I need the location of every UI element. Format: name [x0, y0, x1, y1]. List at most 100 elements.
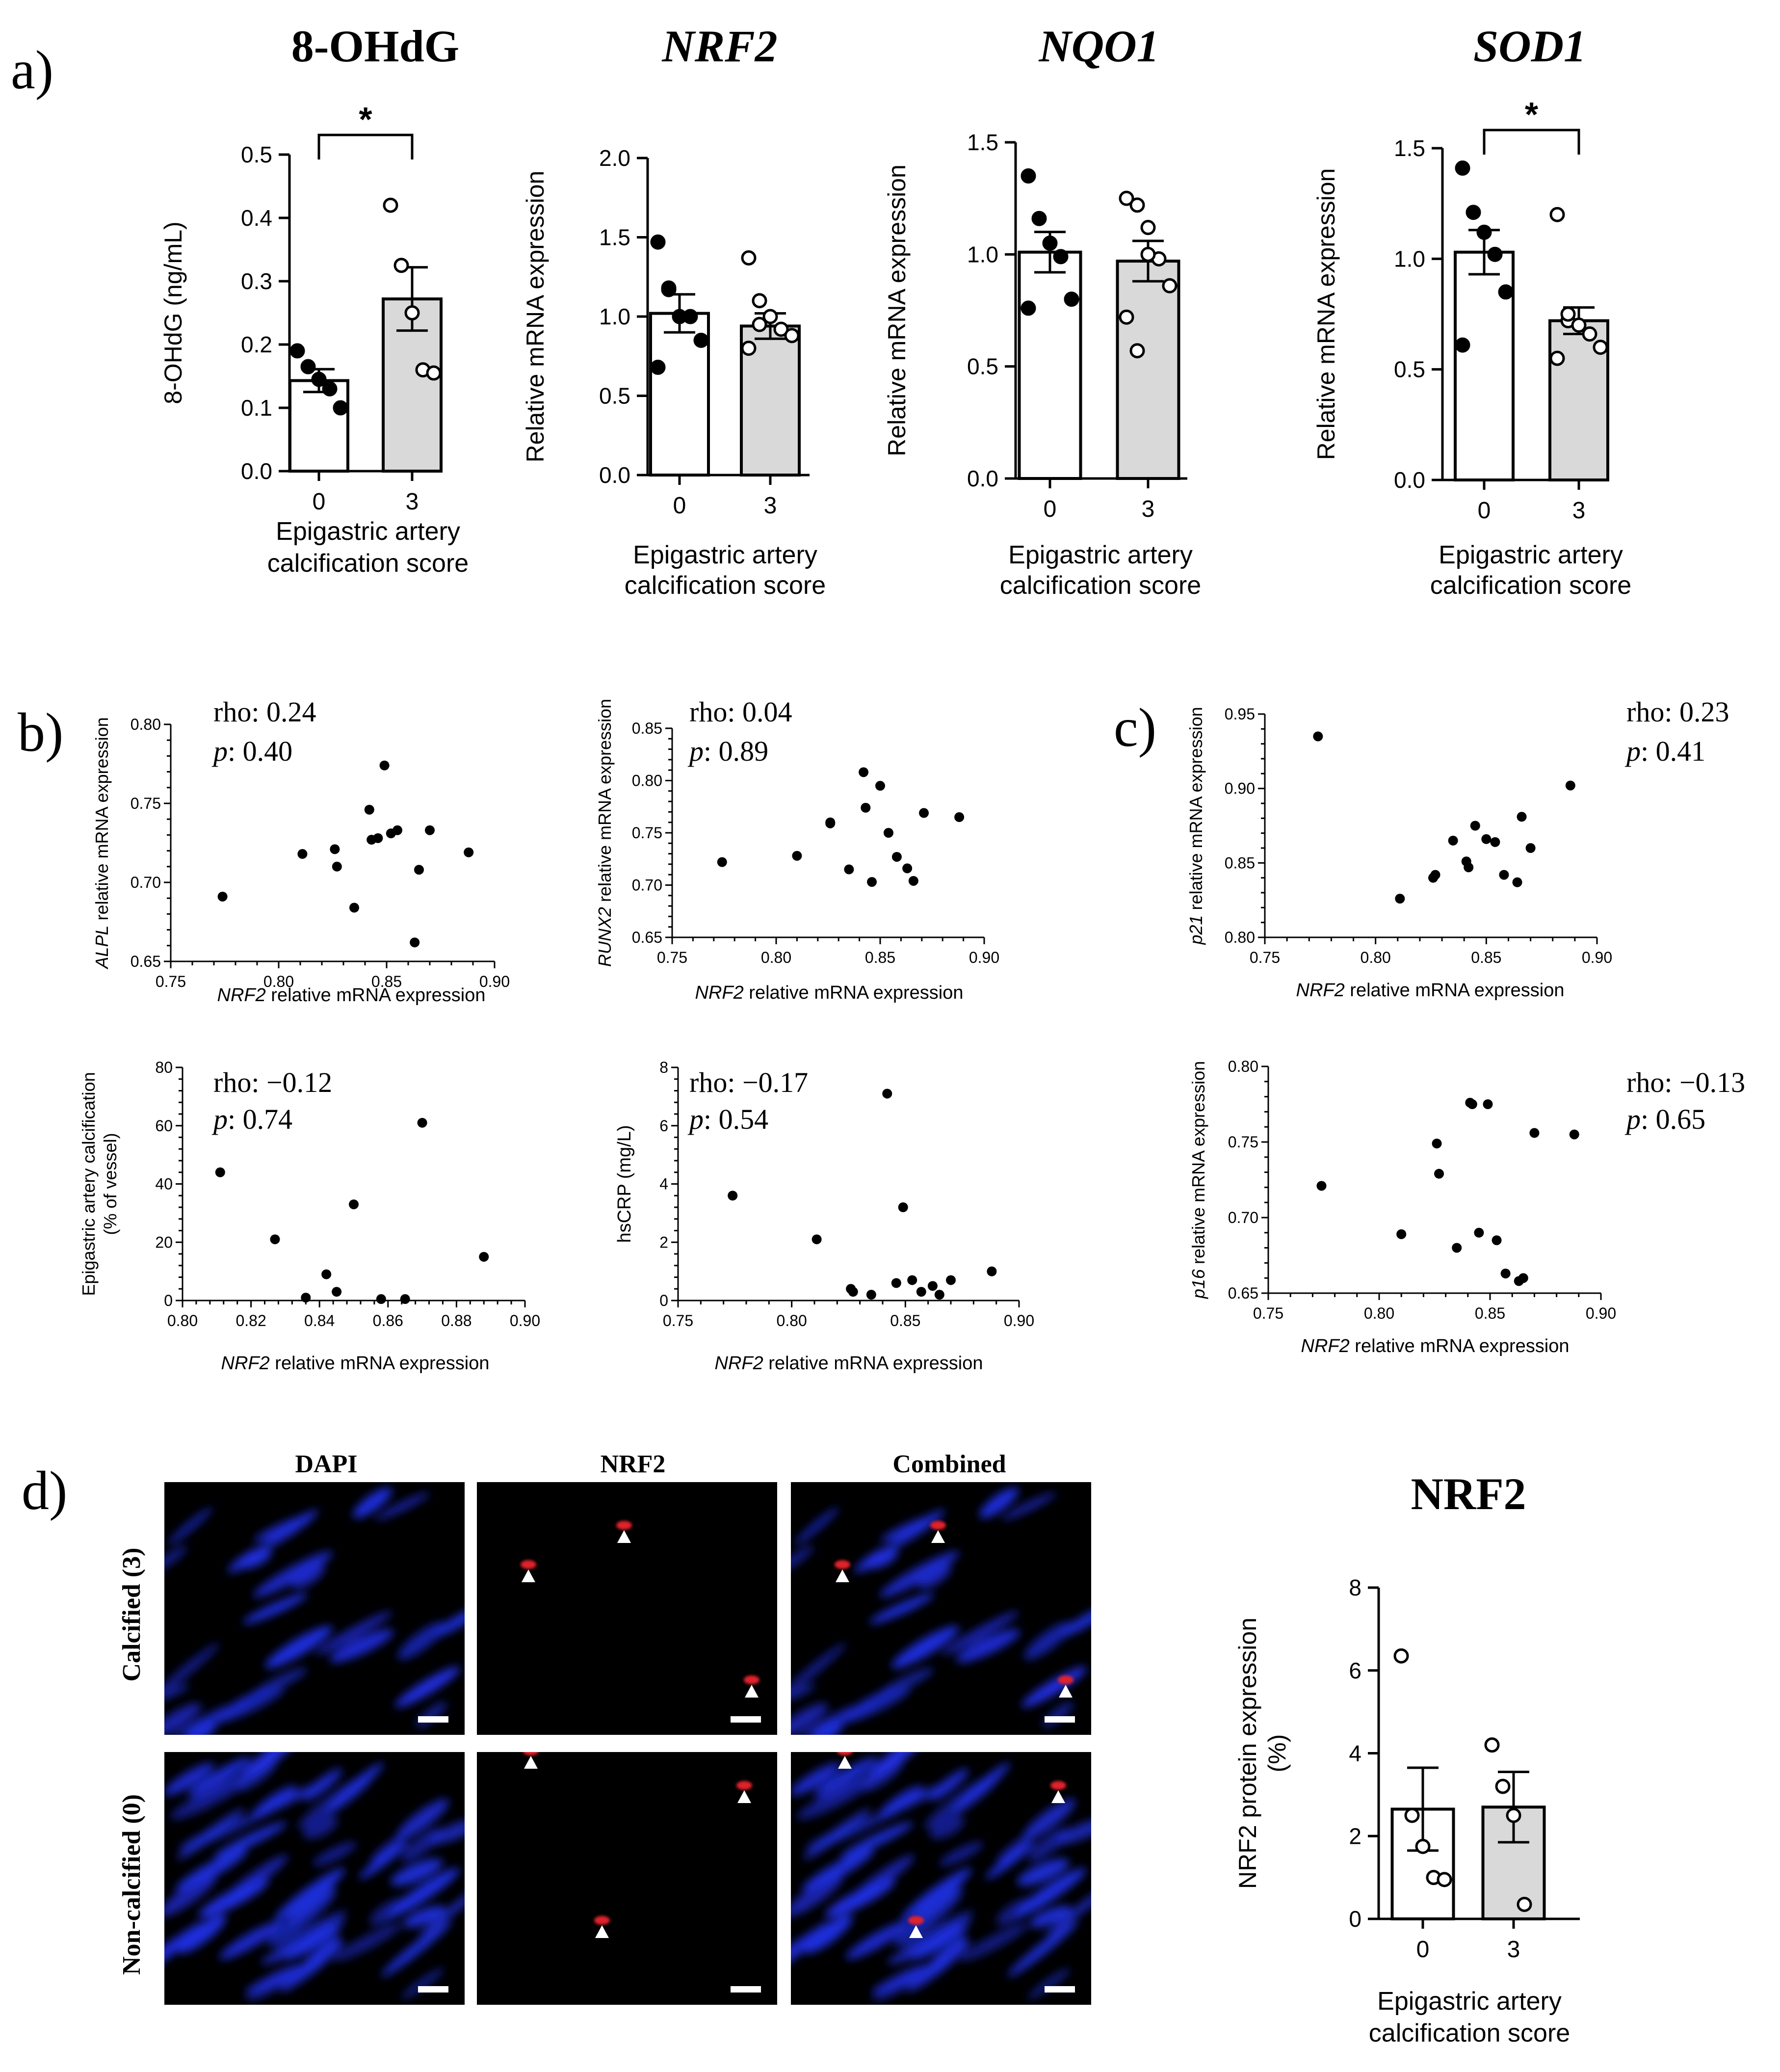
- micrograph-content: [164, 1487, 465, 1735]
- x-tick-label: 0.75: [1253, 1304, 1283, 1322]
- x-axis-label: NRF2 relative mRNA expression: [221, 1353, 490, 1374]
- y-tick-label: 1.0: [967, 241, 998, 267]
- y-tick-label: 0.3: [241, 268, 272, 294]
- x-axis-label-gene: NRF2: [217, 985, 266, 1006]
- data-point: [883, 828, 893, 838]
- panel-label-a: a): [11, 40, 53, 101]
- y-axis-label-gene: RUNX2: [595, 907, 615, 967]
- y-tick-label: 8: [1349, 1575, 1361, 1600]
- data-point: [773, 321, 789, 337]
- nucleus: [395, 1666, 460, 1707]
- data-point: [1316, 1181, 1327, 1191]
- nucleus: [924, 1774, 1000, 1829]
- nucleus: [403, 1906, 445, 1928]
- data-point: [1492, 1235, 1502, 1246]
- x-axis-label-gene: NRF2: [221, 1353, 270, 1374]
- data-point: [1481, 834, 1492, 844]
- nucleus: [235, 1759, 277, 1791]
- nucleus: [917, 1563, 951, 1589]
- nucleus: [168, 1507, 213, 1545]
- data-point: [844, 864, 854, 875]
- data-point: [1549, 207, 1565, 222]
- nucleus: [869, 1593, 935, 1624]
- x-tick-label: 0.75: [156, 973, 186, 990]
- scatter-chart-c1: 0.75 0.80 0.85 0.90 0.80 0.85 0.90 0.95 p21 rela…: [1186, 696, 1729, 1001]
- data-point: [426, 365, 442, 381]
- data-point: [661, 280, 677, 296]
- nucleus: [815, 1757, 875, 1794]
- data-point: [373, 833, 383, 843]
- x-tick-label: 3: [1507, 1937, 1520, 1963]
- x-tick-label: 0.90: [1582, 949, 1612, 966]
- data-point: [1490, 837, 1500, 847]
- rho-label: rho: 0.23: [1626, 696, 1729, 728]
- nucleus: [1045, 1879, 1091, 1937]
- y-tick-label: 4: [1349, 1741, 1361, 1766]
- p-prefix: p: [211, 735, 228, 767]
- micrograph-dapi-noncalcified: [164, 1752, 465, 2005]
- nucleus: [375, 1492, 430, 1520]
- x-axis-label-line1: Epigastric artery: [1008, 541, 1193, 569]
- data-point: [332, 1287, 342, 1297]
- significance-bracket: [317, 133, 414, 159]
- data-point: [217, 891, 228, 902]
- nrf2-signal: [744, 1675, 759, 1684]
- data-point: [1549, 350, 1565, 366]
- nucleus: [794, 1507, 839, 1545]
- arrowhead-icon: [524, 1756, 538, 1769]
- nucleus: [315, 1611, 393, 1655]
- x-axis-label-line1: Epigastric artery: [633, 541, 817, 569]
- nucleus: [164, 1703, 202, 1735]
- nrf2-signal: [736, 1781, 752, 1790]
- nucleus: [979, 1487, 1019, 1518]
- data-point: [934, 1290, 944, 1300]
- nucleus: [1028, 1968, 1071, 1999]
- p-label: p: 0.74: [211, 1103, 292, 1135]
- nucleus: [810, 1720, 843, 1735]
- data-point: [650, 234, 666, 250]
- y-tick-label: 0.5: [241, 142, 272, 167]
- nrf2-signal: [521, 1560, 536, 1569]
- nrf2-signal: [835, 1560, 850, 1569]
- y-tick-label: 0.65: [632, 929, 662, 946]
- arrowhead-icon: [745, 1685, 759, 1698]
- nucleus: [848, 1855, 915, 1905]
- y-tick-label: 0.85: [632, 719, 662, 737]
- y-tick-label: 60: [155, 1117, 173, 1135]
- nucleus: [265, 1626, 333, 1669]
- nucleus: [164, 1545, 187, 1573]
- micrograph-row-title-calcified: Calcified (3): [118, 1548, 146, 1682]
- data-point: [379, 760, 390, 770]
- nucleus: [907, 1940, 970, 1992]
- data-point: [891, 851, 902, 862]
- nrf2-signal: [837, 1752, 853, 1755]
- rho-value: 0.24: [266, 696, 316, 728]
- x-axis-label-line2: calcification score: [1000, 571, 1201, 600]
- y-axis-label-rest: relative mRNA expression: [1186, 707, 1206, 915]
- y-tick-label: 0.75: [1228, 1133, 1258, 1151]
- data-point: [1119, 309, 1134, 325]
- data-point: [1129, 197, 1145, 213]
- nucleus: [168, 1705, 229, 1735]
- data-point: [1119, 190, 1134, 206]
- p-label: p: 0.54: [687, 1103, 768, 1135]
- y-tick-label: 0.1: [241, 395, 272, 421]
- data-point: [417, 1117, 427, 1128]
- chart-title: 8-OHdG: [291, 21, 459, 71]
- nucleus: [333, 1923, 402, 1962]
- micrograph-col-title-dapi: DAPI: [295, 1450, 357, 1478]
- data-point: [1448, 835, 1458, 846]
- x-axis-label-line2: calcification score: [625, 571, 826, 600]
- nucleus: [930, 1816, 965, 1839]
- x-tick-label: 3: [1572, 498, 1586, 524]
- y-axis-label: RUNX2 relative mRNA expression: [595, 699, 615, 967]
- nucleus: [844, 1687, 911, 1722]
- p-value: 0.41: [1656, 735, 1706, 767]
- nrf2-signal: [1050, 1781, 1066, 1790]
- x-tick-label: 0.85: [1471, 949, 1501, 966]
- y-tick-label: 0.2: [241, 332, 272, 357]
- data-point: [1560, 306, 1576, 322]
- nucleus: [791, 1874, 843, 1917]
- p-separator: :: [228, 735, 243, 767]
- data-point: [919, 808, 929, 818]
